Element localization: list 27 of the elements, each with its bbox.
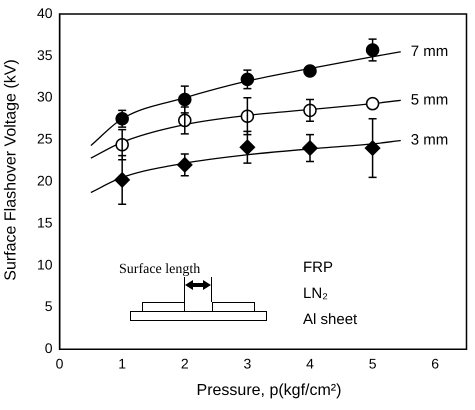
series-label: 3 mm bbox=[410, 132, 448, 149]
x-tick-label: 4 bbox=[306, 355, 314, 372]
point bbox=[303, 64, 317, 78]
series-label: 5 mm bbox=[410, 91, 448, 108]
x-tick-label: 0 bbox=[56, 355, 64, 372]
x-tick-label: 5 bbox=[368, 355, 377, 372]
x-tick-label: 1 bbox=[118, 355, 126, 372]
point bbox=[366, 96, 380, 110]
x-tick-label: 3 bbox=[243, 355, 252, 372]
x-tick-label: 2 bbox=[180, 355, 189, 372]
y-tick-label: 25 bbox=[36, 130, 53, 147]
y-tick-label: 5 bbox=[44, 298, 53, 314]
annotation: LN₂ bbox=[303, 285, 328, 302]
series-label: 7 mm bbox=[410, 42, 448, 60]
x-tick-label: 6 bbox=[431, 355, 440, 372]
annotation: Al sheet bbox=[303, 311, 358, 328]
y-tick-label: 0 bbox=[44, 340, 53, 356]
y-tick-label: 30 bbox=[36, 88, 53, 105]
x-axis-title: Pressure, p(kgf/cm²) bbox=[196, 382, 342, 400]
y-tick-label: 15 bbox=[36, 214, 53, 230]
annotation: Surface length bbox=[119, 262, 200, 278]
annotation: FRP bbox=[303, 259, 333, 276]
y-tick-label: 10 bbox=[36, 256, 53, 272]
y-tick-label: 20 bbox=[36, 172, 53, 188]
y-axis-title: Surface Flashover Voltage (kV) bbox=[3, 59, 21, 281]
y-tick-label: 40 bbox=[36, 4, 53, 21]
y-tick-label: 35 bbox=[36, 46, 53, 63]
